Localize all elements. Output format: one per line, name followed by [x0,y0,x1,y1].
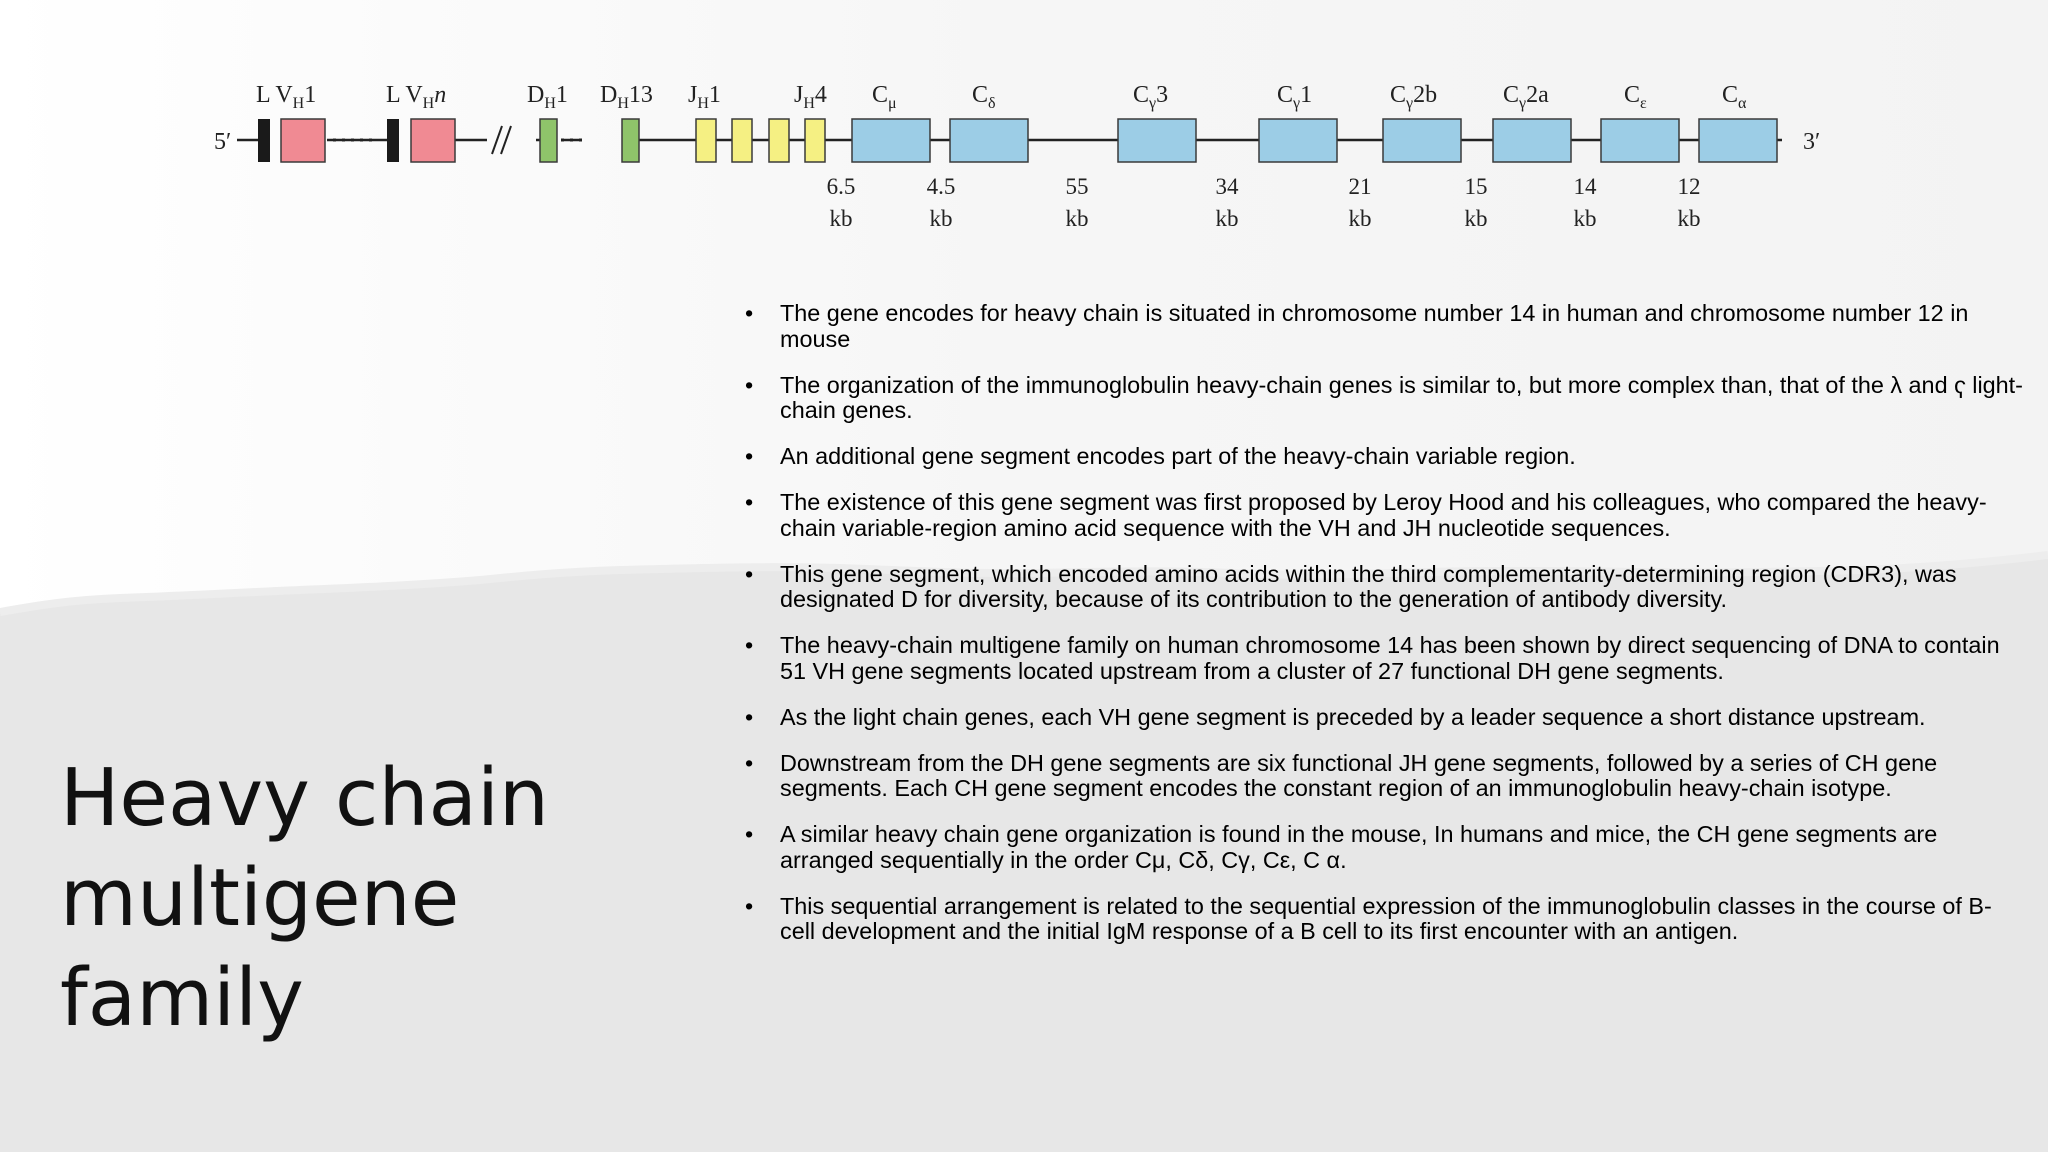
leader-segment [387,119,399,162]
bullet-item: The organization of the immunoglobulin h… [745,372,2025,424]
segment-label: DH1 [527,82,568,112]
distance-value: 4.5 [927,174,956,199]
d-segment [621,118,640,163]
segment-label: L VH1 [256,82,316,112]
c-segment [1600,118,1680,163]
v-segment [280,118,326,163]
j-segment [768,118,790,163]
segment-labels: L VH1 L VHn DH1 DH13 JH1 JH4 Cμ Cδ Cγ3 Cγ1 Cγ2b Cγ2… [256,82,1747,112]
distance-value: 12 [1678,174,1701,199]
distance-value: 14 [1574,174,1598,199]
segment-label: DH13 [600,82,653,112]
distance-value: 55 [1066,174,1089,199]
segment-label: JH1 [688,82,721,112]
break-mark [500,125,512,155]
distance-unit: kb [930,206,953,231]
distance-unit: kb [1349,206,1372,231]
segment-label: Cγ3 [1133,82,1168,112]
bullet-item: This sequential arrangement is related t… [745,893,2025,945]
segment-label: L VHn [386,82,446,112]
heavy-chain-gene-map: 5′ 3′ L VH1 L VHn DH1 DH13 JH1 JH4 Cμ Cδ Cγ3 Cγ1 C… [214,82,1820,231]
segment-label: Cδ [972,82,996,112]
bullet-list: The gene encodes for heavy chain is situ… [745,300,2025,965]
distance-value: 34 [1216,174,1240,199]
distance-value: 6.5 [827,174,856,199]
distance-labels: 6.5 kb 4.5 kb 55 kb 34 kb 21 kb 15 kb 14 kb 12 kb [827,174,1701,231]
slide-title: Heavy chain multigene family [60,748,720,1048]
bullet-item: As the light chain genes, each VH gene s… [745,704,2025,731]
segment-label: Cγ2b [1390,82,1437,112]
segment-label: Cα [1722,82,1747,112]
segment-label: Cγ2a [1503,82,1549,112]
d-segment [539,118,558,163]
break-mark [491,125,503,155]
three-prime-label: 3′ [1803,129,1820,155]
segment-label: Cε [1624,82,1647,112]
distance-unit: kb [1066,206,1089,231]
c-segment [1117,118,1197,163]
bullet-item: An additional gene segment encodes part … [745,443,2025,470]
c-segment [1492,118,1572,163]
j-segment [804,118,826,163]
leader-segment [258,119,270,162]
distance-unit: kb [1216,206,1239,231]
distance-unit: kb [1574,206,1597,231]
segment-label: Cμ [872,82,897,112]
c-segment [1258,118,1338,163]
bullet-item: This gene segment, which encoded amino a… [745,561,2025,613]
bullet-item: A similar heavy chain gene organization … [745,821,2025,873]
distance-value: 21 [1349,174,1372,199]
gene-segments [258,118,1778,163]
segment-label: Cγ1 [1277,82,1312,112]
j-segment [731,118,753,163]
title-line: Heavy chain [60,752,549,844]
distance-unit: kb [1465,206,1488,231]
distance-unit: kb [830,206,853,231]
distance-value: 15 [1465,174,1488,199]
v-segment [410,118,456,163]
bullet-item: The heavy-chain multigene family on huma… [745,632,2025,684]
c-segment [949,118,1029,163]
c-segment [1382,118,1462,163]
c-segment [851,118,931,163]
j-segment [695,118,717,163]
title-line: multigene family [60,852,460,1044]
bullet-item: Downstream from the DH gene segments are… [745,750,2025,802]
bullet-item: The gene encodes for heavy chain is situ… [745,300,2025,352]
c-segment [1698,118,1778,163]
distance-unit: kb [1678,206,1701,231]
bullet-item: The existence of this gene segment was f… [745,489,2025,541]
segment-label: JH4 [794,82,827,112]
five-prime-label: 5′ [214,129,231,155]
